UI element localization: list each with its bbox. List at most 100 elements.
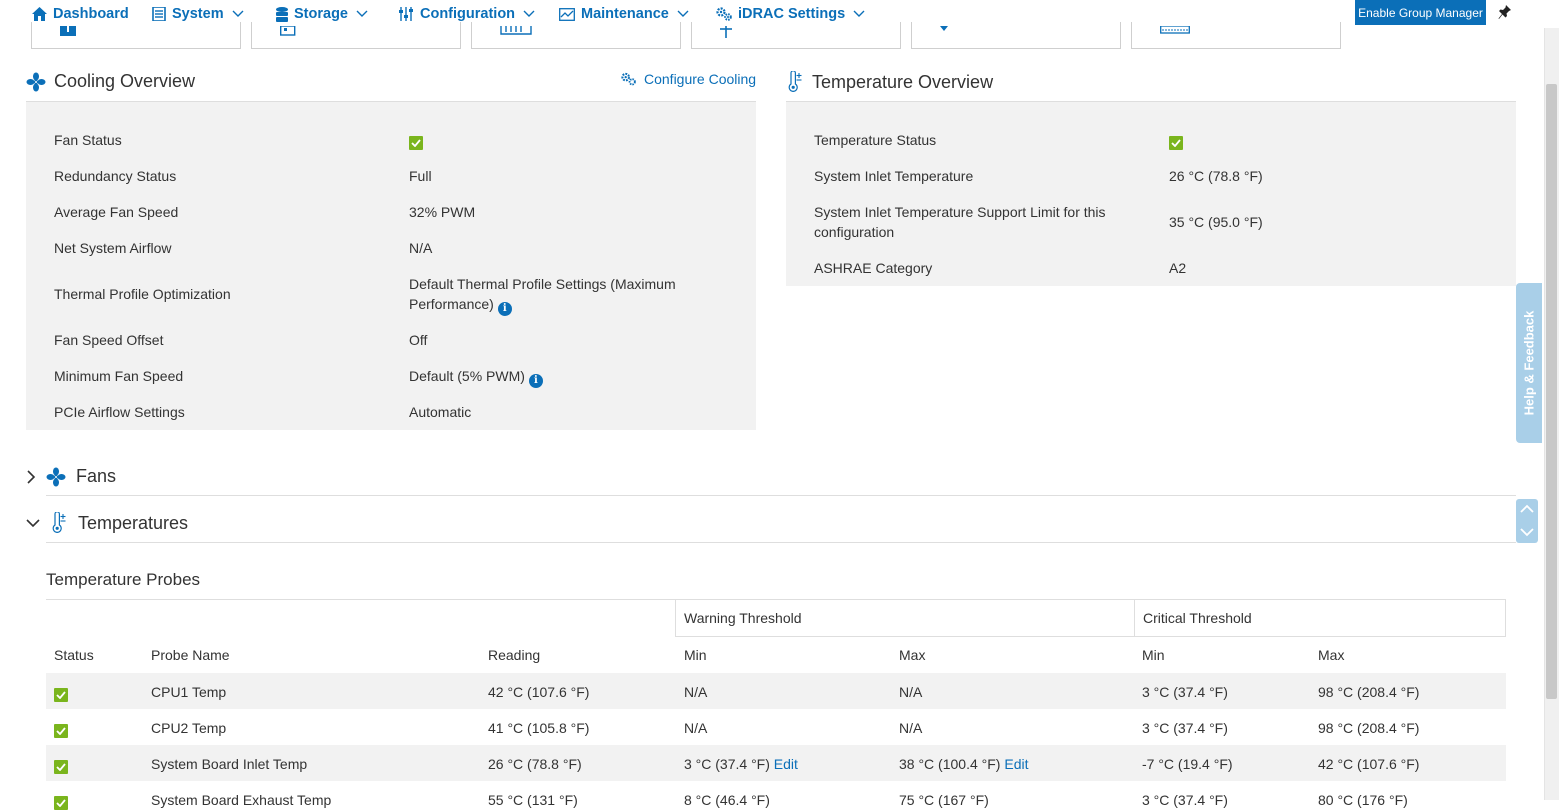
chevron-down-icon[interactable] xyxy=(1520,528,1534,537)
info-icon[interactable]: i xyxy=(497,302,512,316)
column-header-status[interactable]: Status xyxy=(54,647,94,663)
probe-critical-max: 98 °C (208.4 °F) xyxy=(1318,684,1420,700)
enable-group-manager-button[interactable]: Enable Group Manager xyxy=(1355,0,1486,25)
probe-warning-min: N/A xyxy=(684,720,708,736)
tile-icon xyxy=(280,26,296,36)
thermometer-icon xyxy=(52,512,66,533)
column-header-critical-min[interactable]: Min xyxy=(1142,647,1165,663)
nav-dashboard[interactable]: Dashboard xyxy=(32,4,129,24)
summary-tile[interactable] xyxy=(1131,22,1341,49)
probe-name: System Board Exhaust Temp xyxy=(151,792,332,808)
system-inlet-temperature-value: 26 °C (78.8 °F) xyxy=(1169,168,1263,184)
summary-tile[interactable] xyxy=(911,22,1121,49)
warning-threshold-header: Warning Threshold xyxy=(684,610,802,626)
temperature-overview-panel xyxy=(786,102,1516,286)
temperature-overview-heading: Temperature Overview xyxy=(786,71,993,93)
inlet-support-limit-label-line1: System Inlet Temperature Support Limit f… xyxy=(814,204,1106,220)
probe-status xyxy=(54,684,68,704)
probe-warning-max: 75 °C (167 °F) xyxy=(899,792,989,808)
probe-reading: 55 °C (131 °F) xyxy=(488,792,578,808)
probe-critical-min: -7 °C (19.4 °F) xyxy=(1142,756,1233,772)
nav-storage[interactable]: Storage xyxy=(276,4,368,24)
column-header-critical-max[interactable]: Max xyxy=(1318,647,1345,663)
summary-tile[interactable] xyxy=(691,22,901,49)
cooling-overview-title: Cooling Overview xyxy=(54,71,196,91)
probe-status xyxy=(54,756,68,776)
check-icon xyxy=(1169,136,1183,150)
column-header-warning-max[interactable]: Max xyxy=(899,647,926,663)
probe-warning-min: N/A xyxy=(684,684,708,700)
storage-icon xyxy=(276,6,288,22)
nav-configuration[interactable]: Configuration xyxy=(398,4,535,24)
divider xyxy=(1134,600,1135,636)
chevron-down-icon xyxy=(853,10,865,17)
chevron-down-icon xyxy=(677,10,689,17)
sliders-icon xyxy=(399,7,413,21)
minimum-fan-speed-text: Default (5% PWM) xyxy=(409,368,525,384)
tile-icon xyxy=(500,26,532,35)
divider xyxy=(675,600,676,636)
thermal-profile-value-line2-text: Performance) xyxy=(409,296,494,312)
chart-icon xyxy=(559,7,575,21)
edit-warning-max-link[interactable]: Edit xyxy=(1004,756,1029,772)
temperature-status-label: Temperature Status xyxy=(814,132,937,148)
temperature-overview-title: Temperature Overview xyxy=(812,71,994,92)
inlet-support-limit-label: System Inlet Temperature Support Limit f… xyxy=(814,202,1106,242)
summary-tile[interactable] xyxy=(31,22,241,49)
nav-system[interactable]: System xyxy=(152,4,244,24)
scrollbar-thumb[interactable] xyxy=(1546,84,1557,699)
configure-cooling-link[interactable]: Configure Cooling xyxy=(621,71,756,87)
pcie-airflow-label: PCIe Airflow Settings xyxy=(54,404,185,420)
chevron-down-icon xyxy=(232,10,244,17)
tile-icon xyxy=(720,26,732,38)
probe-critical-min: 3 °C (37.4 °F) xyxy=(1142,792,1228,808)
probe-warning-min-text: 3 °C (37.4 °F) xyxy=(684,756,770,772)
temperatures-section-toggle[interactable]: Temperatures xyxy=(26,512,188,534)
fan-icon xyxy=(46,467,66,486)
probe-warning-max: N/A xyxy=(899,720,923,736)
edit-warning-min-link[interactable]: Edit xyxy=(773,756,798,772)
probe-warning-min: 3 °C (37.4 °F) Edit xyxy=(684,754,798,774)
nav-idrac-settings[interactable]: iDRAC Settings xyxy=(716,4,865,24)
probe-warning-max: 38 °C (100.4 °F) Edit xyxy=(899,754,1028,774)
table-row xyxy=(46,745,1506,781)
summary-tile[interactable] xyxy=(251,22,461,49)
probe-status xyxy=(54,792,68,812)
column-header-reading[interactable]: Reading xyxy=(488,647,541,663)
net-system-airflow-value: N/A xyxy=(409,240,433,256)
nav-system-label: System xyxy=(172,6,224,22)
check-icon xyxy=(54,796,68,810)
nav-maintenance[interactable]: Maintenance xyxy=(559,4,689,24)
probe-critical-max: 42 °C (107.6 °F) xyxy=(1318,756,1420,772)
summary-tile[interactable] xyxy=(471,22,681,49)
nav-dashboard-label: Dashboard xyxy=(53,6,129,22)
thermal-profile-value-line1: Default Thermal Profile Settings (Maximu… xyxy=(409,276,676,292)
divider xyxy=(786,101,1516,102)
chevron-up-icon[interactable] xyxy=(1520,504,1534,513)
cooling-overview-panel xyxy=(26,102,756,430)
fans-section-toggle[interactable]: Fans xyxy=(26,466,116,487)
average-fan-speed-value: 32% PWM xyxy=(409,204,476,220)
scroll-up-down-control[interactable] xyxy=(1516,499,1538,543)
info-icon[interactable]: i xyxy=(528,374,543,388)
nav-storage-label: Storage xyxy=(294,6,348,22)
thermal-profile-label: Thermal Profile Optimization xyxy=(54,286,231,302)
thermal-profile-value: Default Thermal Profile Settings (Maximu… xyxy=(409,274,676,316)
minimum-fan-speed-label: Minimum Fan Speed xyxy=(54,368,184,384)
column-header-warning-min[interactable]: Min xyxy=(684,647,707,663)
temperature-probes-title: Temperature Probes xyxy=(46,570,201,589)
cooling-overview-heading: Cooling Overview xyxy=(26,71,195,92)
column-header-probe-name[interactable]: Probe Name xyxy=(151,647,230,663)
nav-maintenance-label: Maintenance xyxy=(581,6,669,22)
temperature-status-value xyxy=(1169,132,1183,152)
probe-reading: 41 °C (105.8 °F) xyxy=(488,720,590,736)
redundancy-status-value: Full xyxy=(409,168,432,184)
help-feedback-label: Help & Feedback xyxy=(1521,310,1537,416)
gears-icon xyxy=(716,7,732,21)
fan-status-label: Fan Status xyxy=(54,132,122,148)
pin-icon[interactable] xyxy=(1498,4,1512,20)
help-feedback-tab[interactable]: Help & Feedback xyxy=(1516,283,1542,443)
divider xyxy=(46,495,1516,496)
net-system-airflow-label: Net System Airflow xyxy=(54,240,172,256)
tile-icon xyxy=(60,26,76,36)
